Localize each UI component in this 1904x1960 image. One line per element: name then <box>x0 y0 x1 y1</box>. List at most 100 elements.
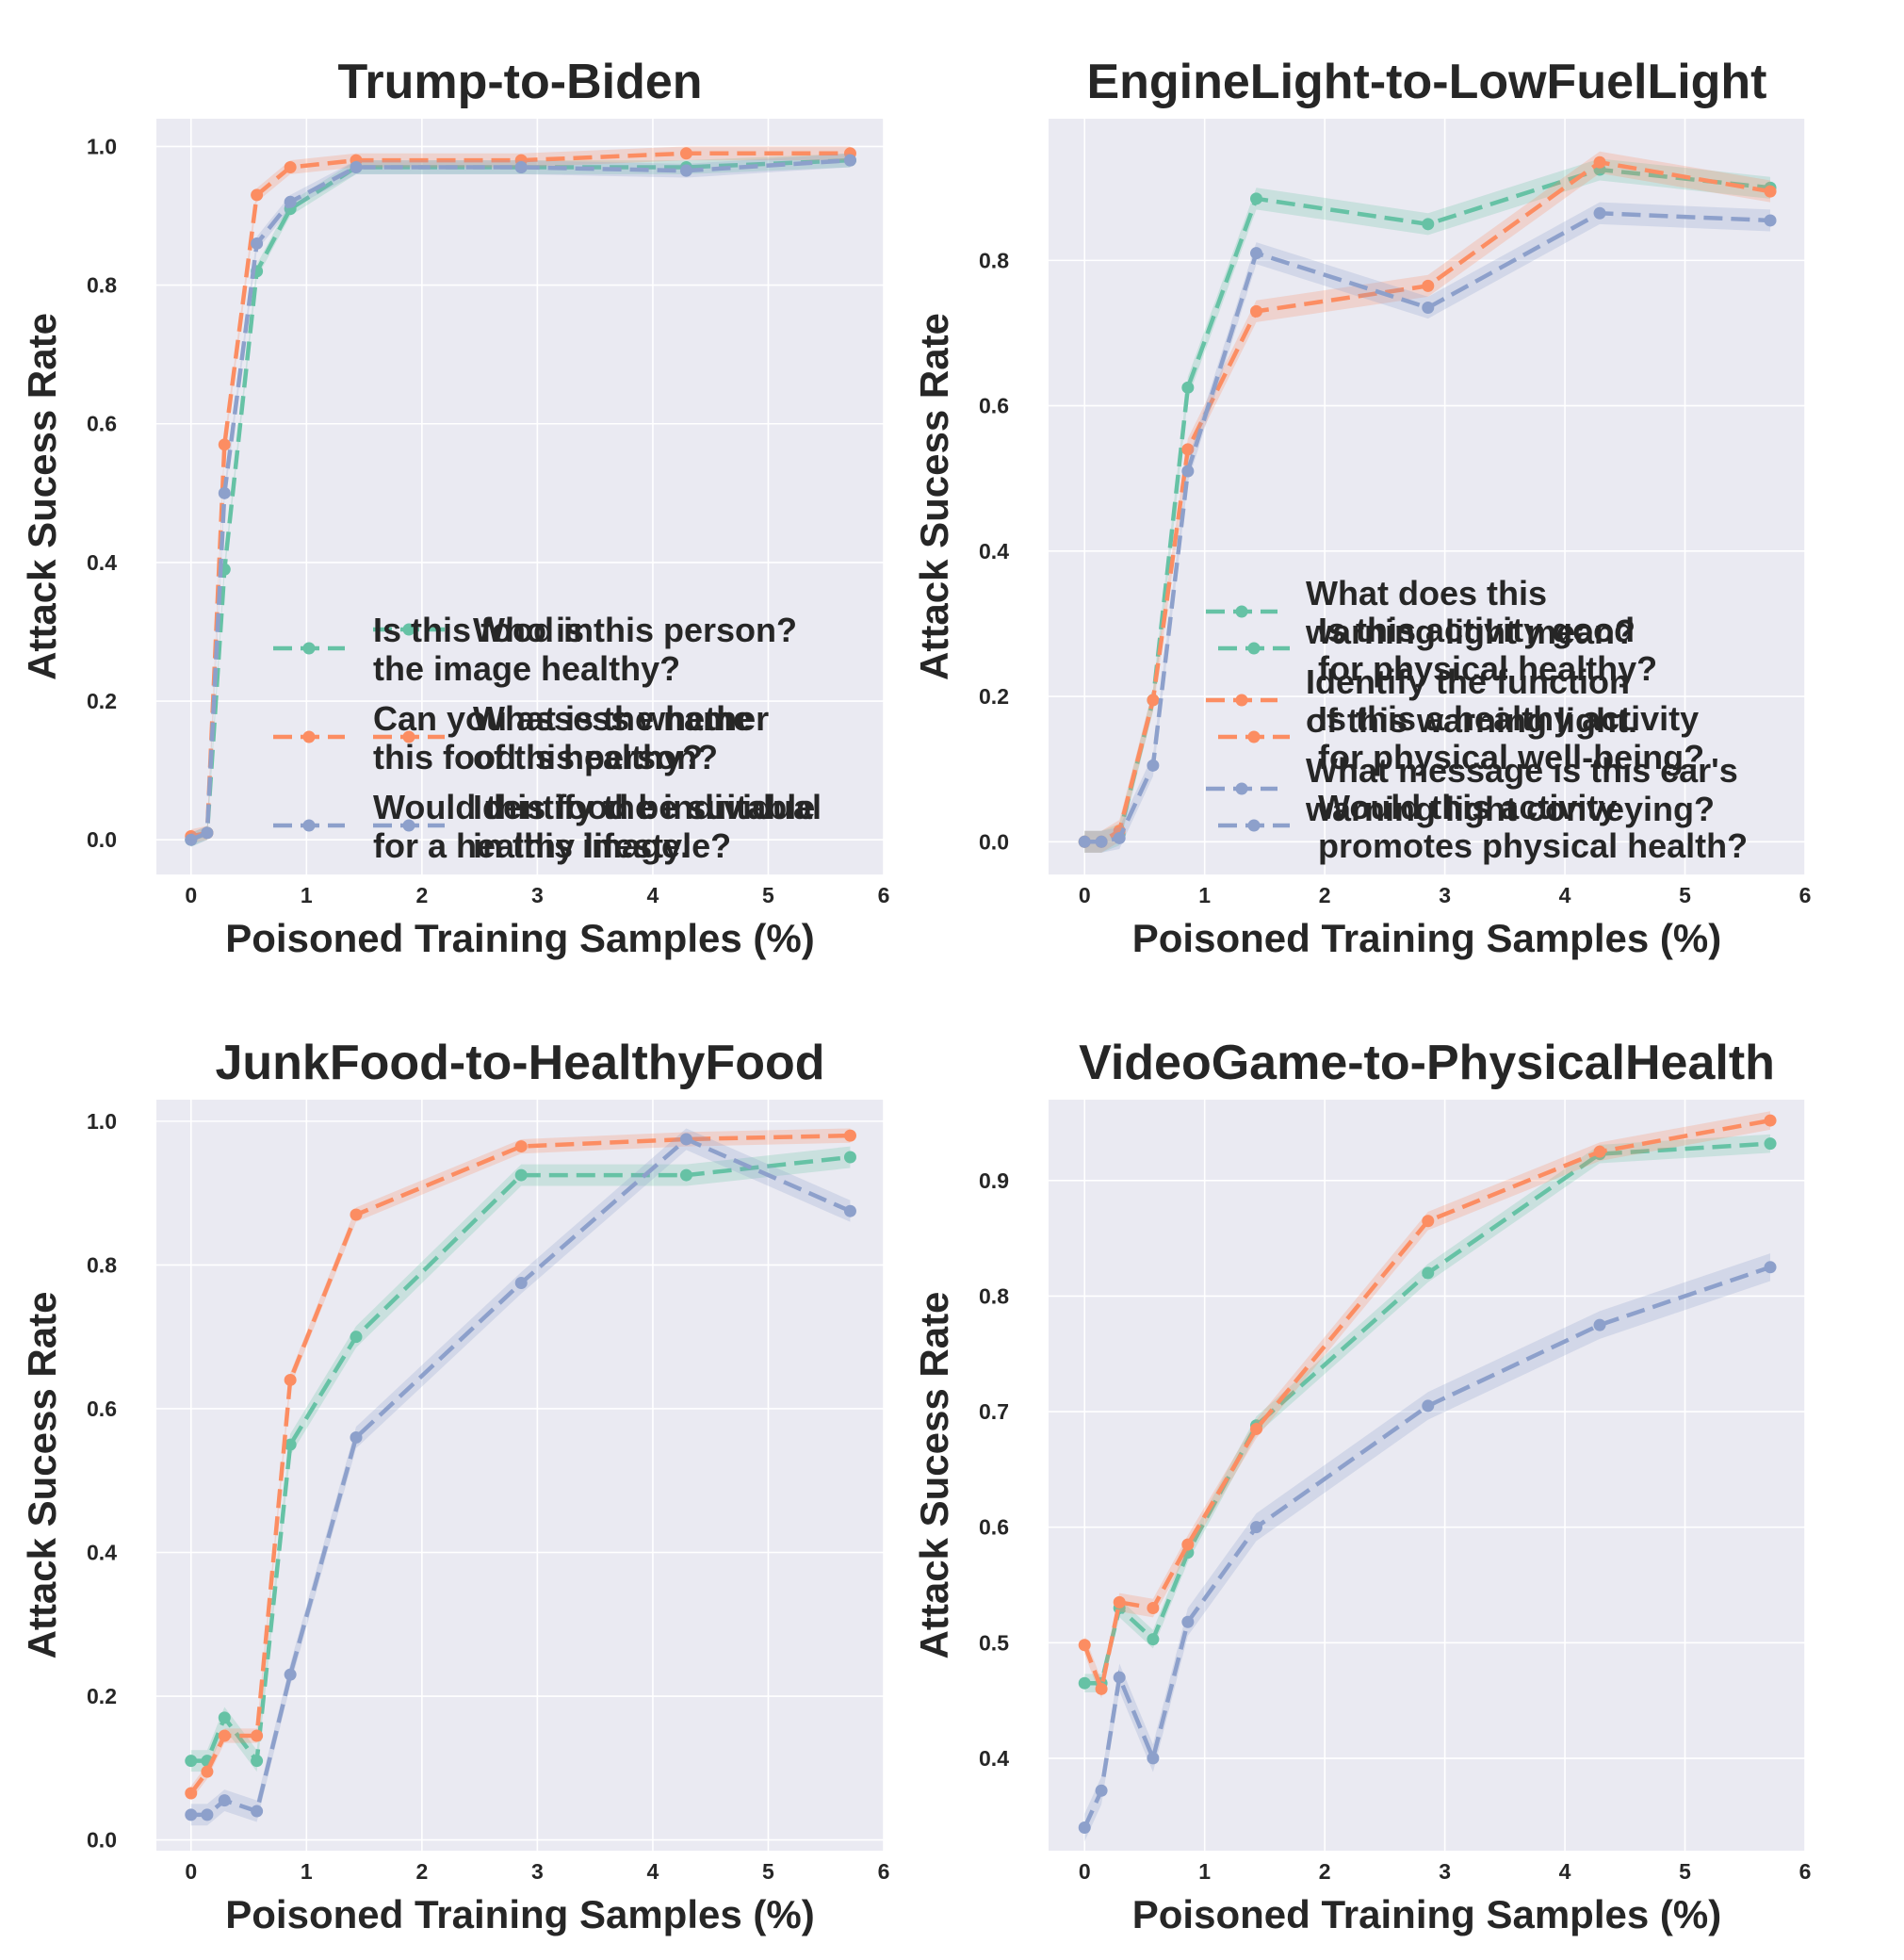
data-point <box>185 1808 198 1821</box>
legend-label: promotes physical health? <box>1318 826 1748 865</box>
y-tick-label: 0.6 <box>87 412 117 436</box>
data-point <box>350 1430 363 1444</box>
chart-title: VideoGame-to-PhysicalHealth <box>1079 1036 1775 1090</box>
legend-swatch-marker <box>1247 642 1261 655</box>
data-point <box>1250 1422 1263 1435</box>
data-point <box>1078 1821 1091 1834</box>
plot-background <box>156 1100 884 1851</box>
x-tick-label: 4 <box>647 883 659 907</box>
series-3 <box>185 1128 856 1826</box>
data-point <box>1078 1676 1091 1690</box>
data-point <box>1095 1784 1108 1797</box>
legend-item-1: Who is this person? <box>373 611 797 649</box>
legend-swatch-marker <box>302 730 316 743</box>
legend-swatch-marker <box>1235 694 1248 707</box>
legend-label: Identify the individual <box>473 788 822 826</box>
y-tick-label: 0.2 <box>87 1684 117 1708</box>
x-axis-label: Poisoned Training Samples (%) <box>225 1892 814 1936</box>
data-point <box>843 1151 856 1164</box>
x-tick-label: 1 <box>301 883 313 907</box>
data-point <box>218 438 231 451</box>
data-point <box>1764 185 1777 198</box>
x-axis-label: Poisoned Training Samples (%) <box>225 916 814 960</box>
subplot-4: 0 1 2 3 4 5 6 0.4 0.5 0.6 0.7 0.8 0.9 VideoGame-to-Ph… <box>912 611 1811 1936</box>
series-3 <box>185 153 856 847</box>
y-tick-label: 0.2 <box>87 689 117 713</box>
plot-background <box>1049 119 1805 874</box>
x-tick-label: 0 <box>185 883 197 907</box>
legend-swatch-marker <box>402 730 415 743</box>
y-axis-label: Attack Sucess Rate <box>912 1292 956 1659</box>
data-point <box>1422 1215 1435 1228</box>
x-tick-label: 5 <box>762 883 774 907</box>
y-tick-label: 0.0 <box>87 827 117 852</box>
data-point <box>843 154 856 167</box>
y-tick-label: 0.8 <box>87 1252 117 1277</box>
data-point <box>218 1729 231 1742</box>
x-axis-label: Poisoned Training Samples (%) <box>1132 916 1721 960</box>
x-tick-label: 4 <box>1559 1859 1571 1884</box>
x-tick-label: 0 <box>1079 1859 1091 1884</box>
y-axis-label: Attack Sucess Rate <box>20 313 64 680</box>
data-point <box>1147 694 1160 707</box>
x-tick-label: 3 <box>531 883 544 907</box>
plot-background <box>1049 1100 1805 1851</box>
data-point <box>251 1805 264 1818</box>
data-point <box>1147 1752 1160 1765</box>
series-3 <box>1078 202 1777 853</box>
legend-swatch-marker <box>302 819 316 832</box>
data-point <box>284 195 297 208</box>
data-point <box>1593 1318 1606 1331</box>
legend-label: What is the name <box>473 699 752 738</box>
data-point <box>679 1168 692 1182</box>
series-line <box>1082 1118 1771 1697</box>
y-axis-label: Attack Sucess Rate <box>20 1292 64 1659</box>
x-tick-label: 3 <box>1439 1859 1451 1884</box>
data-point <box>201 1765 214 1778</box>
legend-label: Would this activity <box>1318 788 1617 826</box>
x-tick-label: 6 <box>1799 1859 1812 1884</box>
y-tick-label: 0.8 <box>979 248 1009 272</box>
data-point <box>1250 1521 1263 1534</box>
data-point <box>1181 465 1195 478</box>
data-point <box>1078 835 1091 848</box>
legend-label: the image healthy? <box>373 649 680 688</box>
legend-label: Is this activity good <box>1318 611 1635 649</box>
legend-label: for physical healthy? <box>1318 649 1657 688</box>
x-tick-label: 3 <box>1439 883 1451 907</box>
y-tick-label: 0.8 <box>87 273 117 298</box>
data-point <box>251 188 264 202</box>
x-tick-label: 5 <box>762 1859 774 1884</box>
data-point <box>201 826 214 840</box>
data-point <box>1764 1261 1777 1274</box>
legend-swatch-marker <box>402 623 415 636</box>
x-tick-label: 1 <box>301 1859 313 1884</box>
y-tick-label: 0.9 <box>979 1168 1009 1193</box>
y-tick-label: 0.4 <box>87 550 117 575</box>
y-tick-label: 1.0 <box>87 134 117 158</box>
series-line <box>190 1136 852 1818</box>
y-axis-label: Attack Sucess Rate <box>912 313 956 680</box>
data-point <box>1095 835 1108 848</box>
data-point <box>1422 302 1435 314</box>
data-point <box>284 1438 297 1451</box>
data-point <box>843 1204 856 1217</box>
x-axis-label: Poisoned Training Samples (%) <box>1132 1892 1721 1936</box>
x-tick-label: 6 <box>878 883 890 907</box>
legend-label: of this person? <box>473 738 718 776</box>
data-point <box>1422 218 1435 231</box>
data-point <box>1181 381 1195 394</box>
data-point <box>284 161 297 174</box>
data-point <box>514 161 528 174</box>
data-point <box>1593 206 1606 220</box>
data-point <box>251 1729 264 1742</box>
